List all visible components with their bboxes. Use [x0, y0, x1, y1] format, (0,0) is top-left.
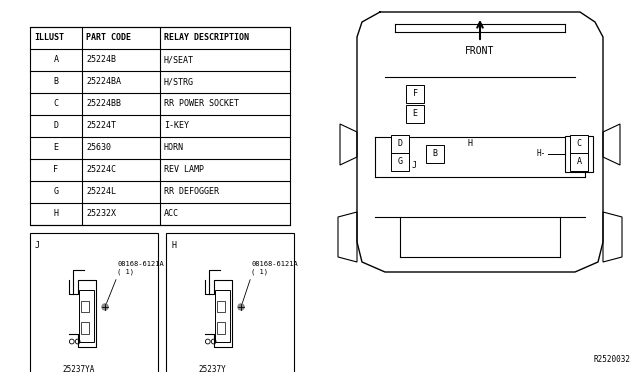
Text: RR DEFOGGER: RR DEFOGGER	[164, 187, 219, 196]
Text: 25630: 25630	[86, 144, 111, 153]
Bar	[426, 145, 444, 163]
Text: FRONT: FRONT	[465, 46, 495, 56]
Text: PART CODE: PART CODE	[86, 33, 131, 42]
Text: D: D	[397, 140, 403, 148]
Text: J: J	[35, 241, 40, 250]
Text: E: E	[54, 144, 58, 153]
Text: 25224C: 25224C	[86, 166, 116, 174]
Text: E: E	[413, 109, 417, 119]
Bar	[565, 136, 593, 172]
Bar	[79, 290, 94, 341]
Text: 25224BA: 25224BA	[86, 77, 121, 87]
Text: ACC: ACC	[164, 209, 179, 218]
Text: J: J	[412, 161, 417, 170]
Text: 25224T: 25224T	[86, 122, 116, 131]
Text: H/SEAT: H/SEAT	[164, 55, 194, 64]
Text: C: C	[577, 140, 582, 148]
Text: I-KEY: I-KEY	[164, 122, 189, 131]
Text: B: B	[433, 150, 438, 158]
Text: G: G	[397, 157, 403, 167]
Text: B: B	[54, 77, 58, 87]
Text: R2520032: R2520032	[593, 355, 630, 364]
Text: D: D	[54, 122, 58, 131]
Text: 25224B: 25224B	[86, 55, 116, 64]
Text: RR POWER SOCKET: RR POWER SOCKET	[164, 99, 239, 109]
Bar	[30, 27, 290, 225]
Text: RELAY DESCRIPTION: RELAY DESCRIPTION	[164, 33, 249, 42]
Text: ILLUST: ILLUST	[34, 33, 64, 42]
Text: HORN: HORN	[164, 144, 184, 153]
Circle shape	[238, 304, 244, 310]
Text: 25224L: 25224L	[86, 187, 116, 196]
Bar	[218, 301, 225, 312]
Text: H/STRG: H/STRG	[164, 77, 194, 87]
Bar	[570, 135, 588, 153]
Text: 25232X: 25232X	[86, 209, 116, 218]
Text: H-: H-	[537, 150, 546, 158]
Circle shape	[102, 304, 108, 310]
Text: 08168-6121A
( 1): 08168-6121A ( 1)	[117, 262, 164, 275]
Text: A: A	[577, 157, 582, 167]
Bar	[391, 153, 409, 171]
Bar	[391, 135, 409, 153]
Text: H: H	[54, 209, 58, 218]
Bar	[215, 290, 230, 341]
Bar	[30, 233, 158, 372]
Bar	[406, 105, 424, 123]
Text: C: C	[54, 99, 58, 109]
Text: F: F	[54, 166, 58, 174]
Text: 25237YA: 25237YA	[62, 365, 94, 372]
Bar	[570, 153, 588, 171]
Bar	[81, 301, 89, 312]
Bar	[81, 323, 89, 334]
Text: H: H	[468, 140, 473, 148]
Bar	[166, 233, 294, 372]
Bar	[406, 85, 424, 103]
Text: G: G	[54, 187, 58, 196]
Text: H: H	[171, 241, 176, 250]
Text: F: F	[413, 90, 417, 99]
Text: 25224BB: 25224BB	[86, 99, 121, 109]
Text: 25237Y: 25237Y	[198, 365, 226, 372]
Bar	[218, 323, 225, 334]
Text: REV LAMP: REV LAMP	[164, 166, 204, 174]
Text: A: A	[54, 55, 58, 64]
Text: 08168-6121A
( 1): 08168-6121A ( 1)	[251, 262, 298, 275]
